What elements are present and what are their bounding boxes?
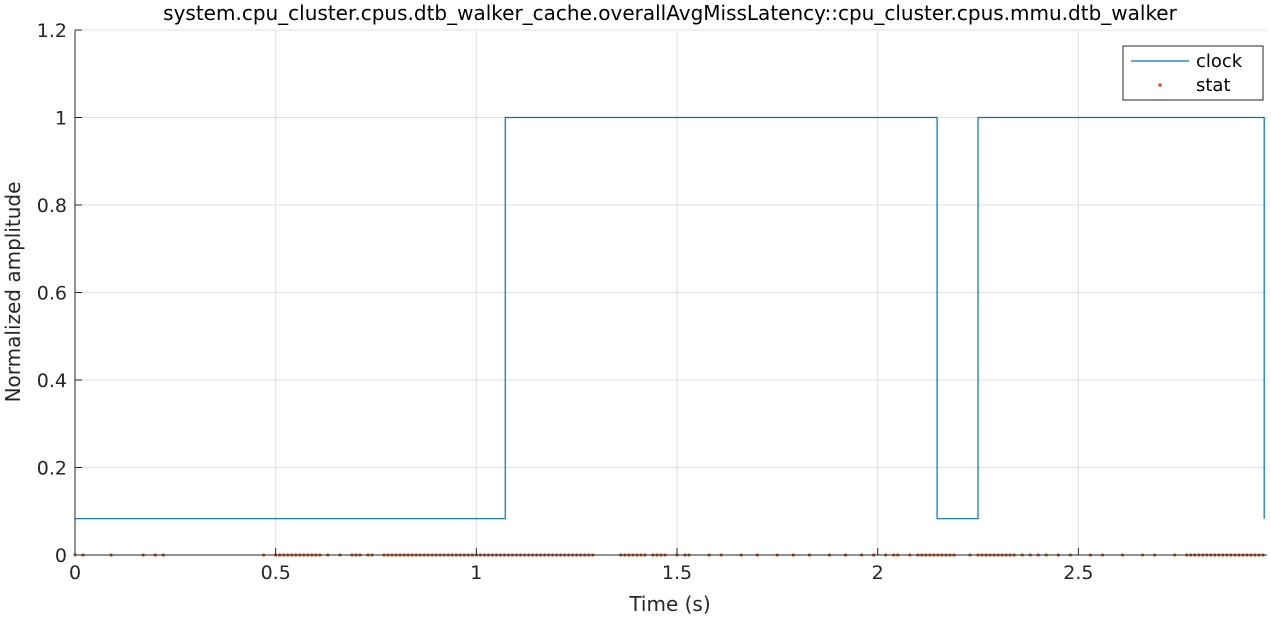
legend-stat-label: stat <box>1196 75 1231 96</box>
grid <box>74 29 1267 556</box>
tick-labels: 0 0.5 1 1.5 2 2.5 0 0.2 0.4 0.6 0.8 1 1.2 <box>37 20 1094 584</box>
y-tick-label: 0.6 <box>37 283 67 305</box>
x-tick-label: 1 <box>470 562 482 584</box>
x-tick-label: 2 <box>872 562 884 584</box>
legend-clock-label: clock <box>1196 51 1243 72</box>
y-tick-label: 0.4 <box>37 370 67 392</box>
x-axis-label: Time (s) <box>628 592 710 616</box>
y-tick-label: 0 <box>55 545 67 567</box>
x-tick-label: 0 <box>69 562 81 584</box>
y-tick-label: 0.2 <box>37 458 67 480</box>
legend: clock stat <box>1122 45 1264 101</box>
legend-stat-swatch <box>1158 83 1162 87</box>
y-tick-label: 1.2 <box>37 20 67 42</box>
x-tick-label: 1.5 <box>662 562 692 584</box>
y-tick-label: 1 <box>55 108 67 130</box>
y-tick-label: 0.8 <box>37 195 67 217</box>
axes-frame <box>74 29 1267 556</box>
legend-box <box>1122 45 1264 101</box>
y-axis-label: Normalized amplitude <box>1 182 25 403</box>
chart-title: system.cpu_cluster.cpus.dtb_walker_cache… <box>163 1 1177 25</box>
clock-series-line <box>75 116 1265 520</box>
x-tick-label: 0.5 <box>261 562 291 584</box>
series-layer <box>73 116 1265 557</box>
x-tick-label: 2.5 <box>1063 562 1093 584</box>
